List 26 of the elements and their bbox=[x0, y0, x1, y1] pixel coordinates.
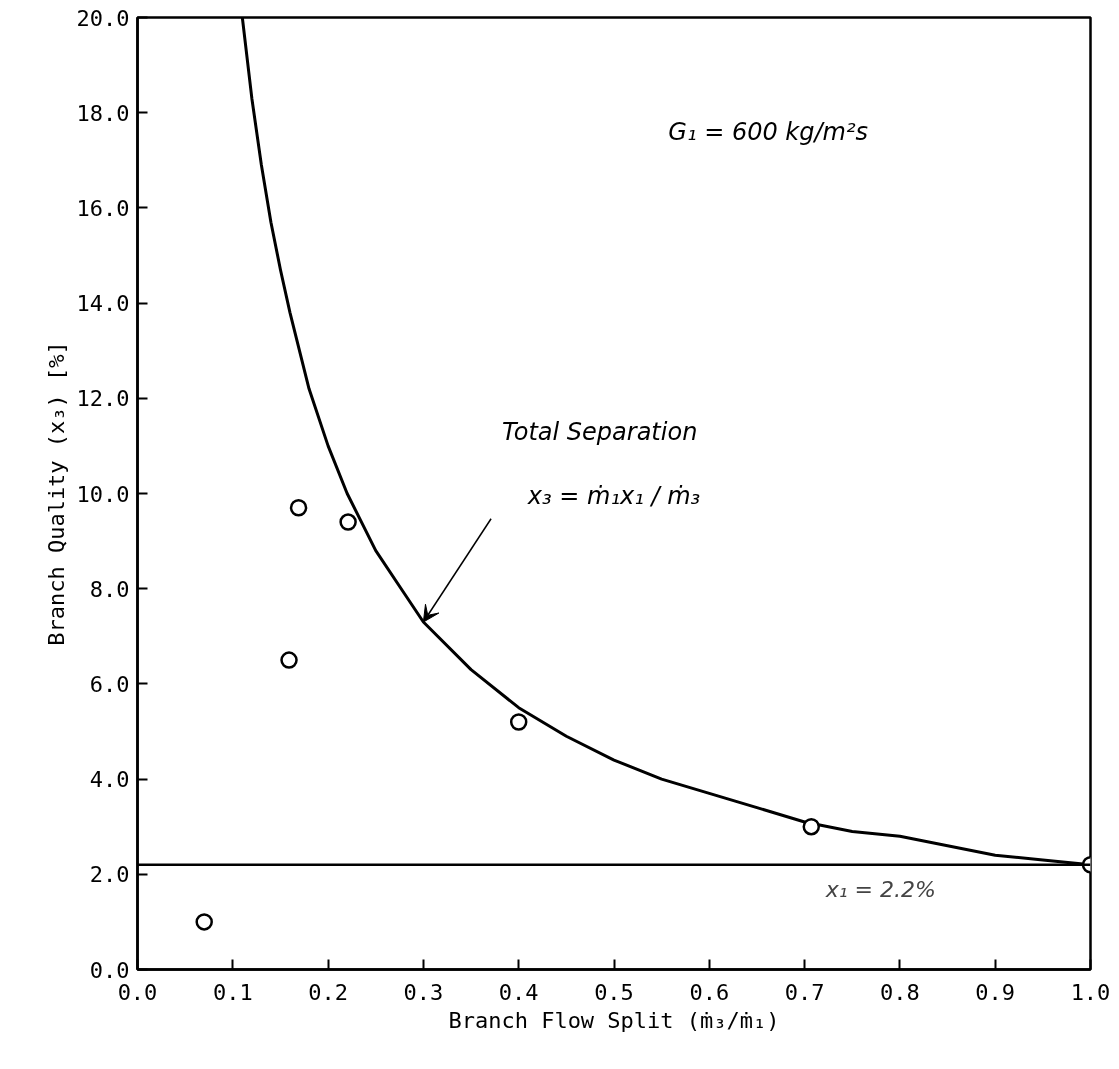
y-tick-label: 2.0 bbox=[89, 862, 130, 888]
x-tick-label: 0.1 bbox=[212, 979, 253, 1005]
y-tick-label: 10.0 bbox=[76, 481, 130, 507]
x-tick-label: 0.3 bbox=[403, 979, 444, 1005]
ref-line-label: x₁ = 2.2% bbox=[824, 876, 936, 902]
y-tick-label: 20.0 bbox=[76, 5, 130, 31]
x-tick-label: 0.7 bbox=[784, 979, 825, 1005]
y-tick-label: 8.0 bbox=[89, 576, 130, 602]
x-tick-label: 0.9 bbox=[975, 979, 1016, 1005]
y-axis-title: Branch Quality (x₃) [%] bbox=[43, 341, 69, 646]
y-tick-label: 18.0 bbox=[76, 100, 130, 126]
y-tick-label: 12.0 bbox=[76, 386, 130, 412]
x-tick-label: 0.2 bbox=[308, 979, 348, 1005]
x-tick-label: 0.4 bbox=[498, 979, 539, 1005]
y-tick-label: 14.0 bbox=[76, 291, 130, 317]
y-tick-label: 16.0 bbox=[76, 195, 130, 221]
annotation: Total Separation bbox=[502, 417, 698, 446]
annotation: G₁ = 600 kg/m²s bbox=[668, 117, 869, 146]
y-tick-label: 4.0 bbox=[89, 767, 130, 793]
annotation: x₃ = ṁ₁x₁ / ṁ₃ bbox=[526, 481, 701, 510]
x-axis-title: Branch Flow Split (ṁ₃/ṁ₁) bbox=[448, 1007, 780, 1033]
y-tick-label: 6.0 bbox=[89, 671, 130, 697]
x-tick-label: 0.8 bbox=[880, 979, 920, 1005]
x-tick-label: 1.0 bbox=[1070, 979, 1111, 1005]
x-tick-label: 0.6 bbox=[689, 979, 730, 1005]
x-tick-label: 0.5 bbox=[594, 979, 634, 1005]
